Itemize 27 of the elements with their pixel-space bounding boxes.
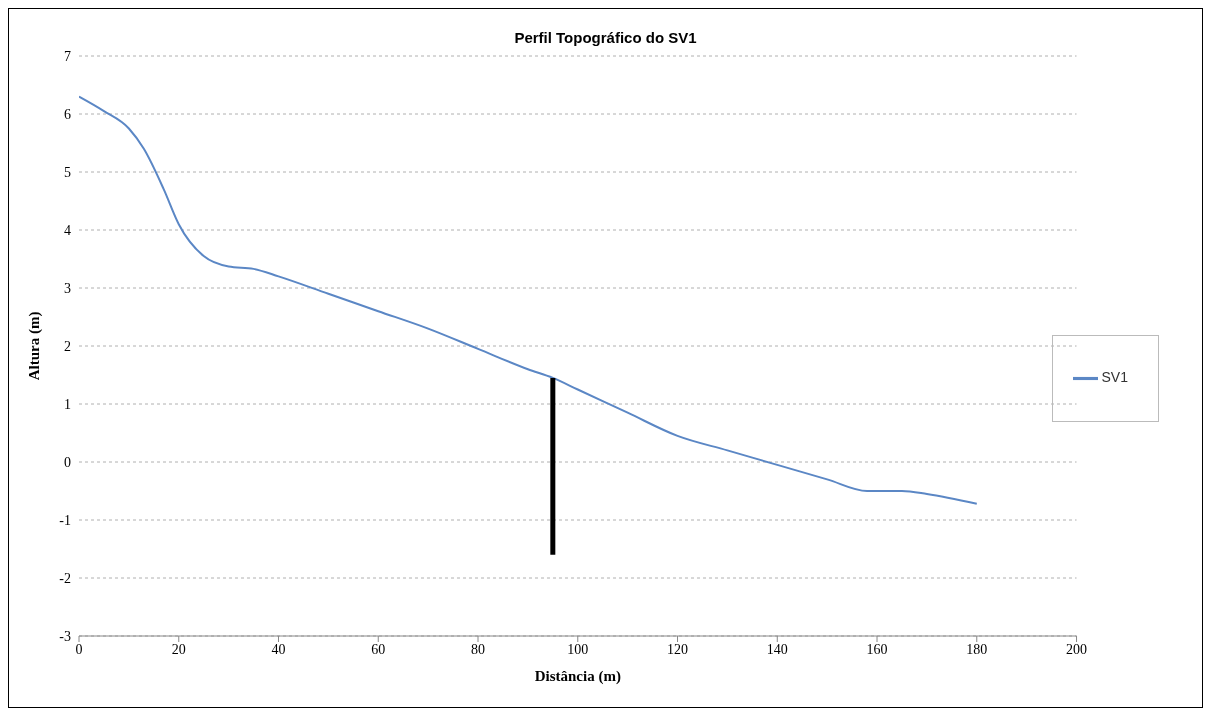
line-series — [79, 95, 978, 505]
y-tick-label: 6 — [64, 106, 71, 122]
y-tick-label: 3 — [64, 280, 71, 296]
x-tick-label: 160 — [866, 641, 888, 657]
x-tick-label: 60 — [371, 641, 386, 657]
chart-title: Perfil Topográfico do SV1 — [514, 29, 697, 46]
x-tick-label: 140 — [766, 641, 788, 657]
y-tick-label: 4 — [64, 222, 71, 238]
x-tick-label: 200 — [1066, 641, 1088, 657]
x-tick-label: 80 — [471, 641, 486, 657]
x-tick-label: 180 — [966, 641, 988, 657]
y-tick-label: 7 — [64, 48, 71, 64]
x-tick-label: 20 — [171, 641, 186, 657]
x-tick-label: 120 — [667, 641, 689, 657]
x-tick-label: 40 — [271, 641, 286, 657]
y-tick-label: 5 — [64, 164, 71, 180]
x-tick-label: 0 — [75, 641, 83, 657]
y-tick-label: 1 — [64, 396, 71, 412]
y-axis-title: Altura (m) — [26, 311, 44, 381]
y-tick-label: -2 — [59, 570, 71, 586]
y-tick-label: 2 — [64, 338, 71, 354]
legend-label: SV1 — [1101, 369, 1128, 386]
y-tick-label: 0 — [64, 454, 71, 470]
x-axis-title: Distância (m) — [534, 668, 621, 685]
x-tick-label: 100 — [567, 641, 589, 657]
y-tick-label: -3 — [59, 628, 71, 644]
y-tick-label: -1 — [59, 512, 71, 528]
